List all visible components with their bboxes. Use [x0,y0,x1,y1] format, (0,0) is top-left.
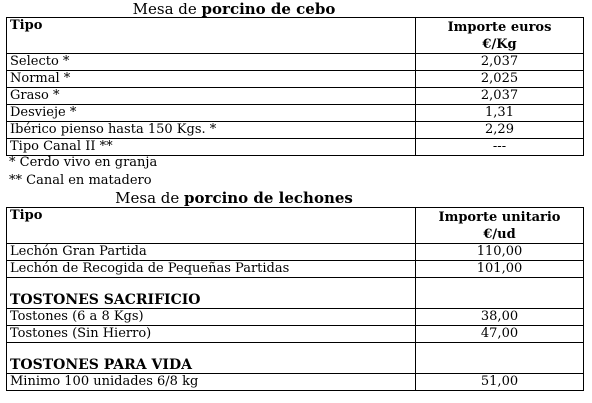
row-importe: --- [415,138,584,156]
header-importe-line1: Importe euros [447,19,552,35]
section-tostones-sacrificio: TOSTONES SACRIFICIO [6,277,416,309]
row-importe: 110,00 [415,243,584,261]
table-row: Selecto * 2,037 [6,53,584,71]
table-row: Tipo Canal II ** --- [6,138,584,156]
row-tipo: Tipo Canal II ** [6,138,416,156]
row-tipo: Tostones (Sin Hierro) [6,325,416,343]
section-empty-cell [415,277,584,309]
row-importe: 2,025 [415,70,584,88]
table-row: Desvieje * 1,31 [6,104,584,122]
lechones-title-prefix: Mesa de [115,189,185,207]
table-row: Tostones (Sin Hierro) 47,00 [6,325,584,343]
cebo-title-prefix: Mesa de [132,0,202,18]
table-row: Tostones (6 a 8 Kgs) 38,00 [6,308,584,326]
header-importe: Importe unitario €/ud [415,207,584,244]
section-tostones-vida: TOSTONES PARA VIDA [6,342,416,374]
table-header-row: Tipo Importe unitario €/ud [6,207,584,244]
row-importe: 47,00 [415,325,584,343]
cebo-title-bold: porcino de cebo [201,0,336,18]
section-row: TOSTONES SACRIFICIO [6,277,584,309]
header-importe-line2: €/Kg [482,36,517,52]
row-importe: 1,31 [415,104,584,122]
row-tipo: Tostones (6 a 8 Kgs) [6,308,416,326]
row-importe: 2,037 [415,87,584,105]
row-tipo: Selecto * [6,53,416,71]
table-row: Minimo 100 unidades 6/8 kg 51,00 [6,373,584,391]
table-header-row: Tipo Importe euros €/Kg [6,17,584,54]
row-tipo: Desvieje * [6,104,416,122]
row-tipo: Ibérico pienso hasta 150 Kgs. * [6,121,416,139]
header-tipo: Tipo [6,207,416,244]
table-row: Lechón Gran Partida 110,00 [6,243,584,261]
row-tipo: Lechón Gran Partida [6,243,416,261]
row-tipo: Minimo 100 unidades 6/8 kg [6,373,416,391]
row-importe: 51,00 [415,373,584,391]
row-importe: 2,29 [415,121,584,139]
cebo-price-table: Tipo Importe euros €/Kg Selecto * 2,037 … [6,17,584,156]
row-tipo: Normal * [6,70,416,88]
lechones-table-title: Mesa de porcino de lechones [0,189,530,207]
row-tipo: Graso * [6,87,416,105]
table-row: Lechón de Recogida de Pequeñas Partidas … [6,260,584,278]
header-importe-line2: €/ud [483,226,516,242]
table-row: Ibérico pienso hasta 150 Kgs. * 2,29 [6,121,584,139]
section-empty-cell [415,342,584,374]
table-row: Graso * 2,037 [6,87,584,105]
note-cerdo-vivo: * Cerdo vivo en granja [9,155,158,170]
header-importe-line1: Importe unitario [438,209,561,225]
lechones-title-bold: porcino de lechones [184,189,353,207]
cebo-table-title: Mesa de porcino de cebo [0,0,530,18]
lechones-price-table: Tipo Importe unitario €/ud Lechón Gran P… [6,207,584,391]
row-importe: 2,037 [415,53,584,71]
table-row: Normal * 2,025 [6,70,584,88]
row-tipo: Lechón de Recogida de Pequeñas Partidas [6,260,416,278]
note-canal-matadero: ** Canal en matadero [9,173,152,188]
section-row: TOSTONES PARA VIDA [6,342,584,374]
row-importe: 38,00 [415,308,584,326]
header-importe: Importe euros €/Kg [415,17,584,54]
row-importe: 101,00 [415,260,584,278]
header-tipo: Tipo [6,17,416,54]
